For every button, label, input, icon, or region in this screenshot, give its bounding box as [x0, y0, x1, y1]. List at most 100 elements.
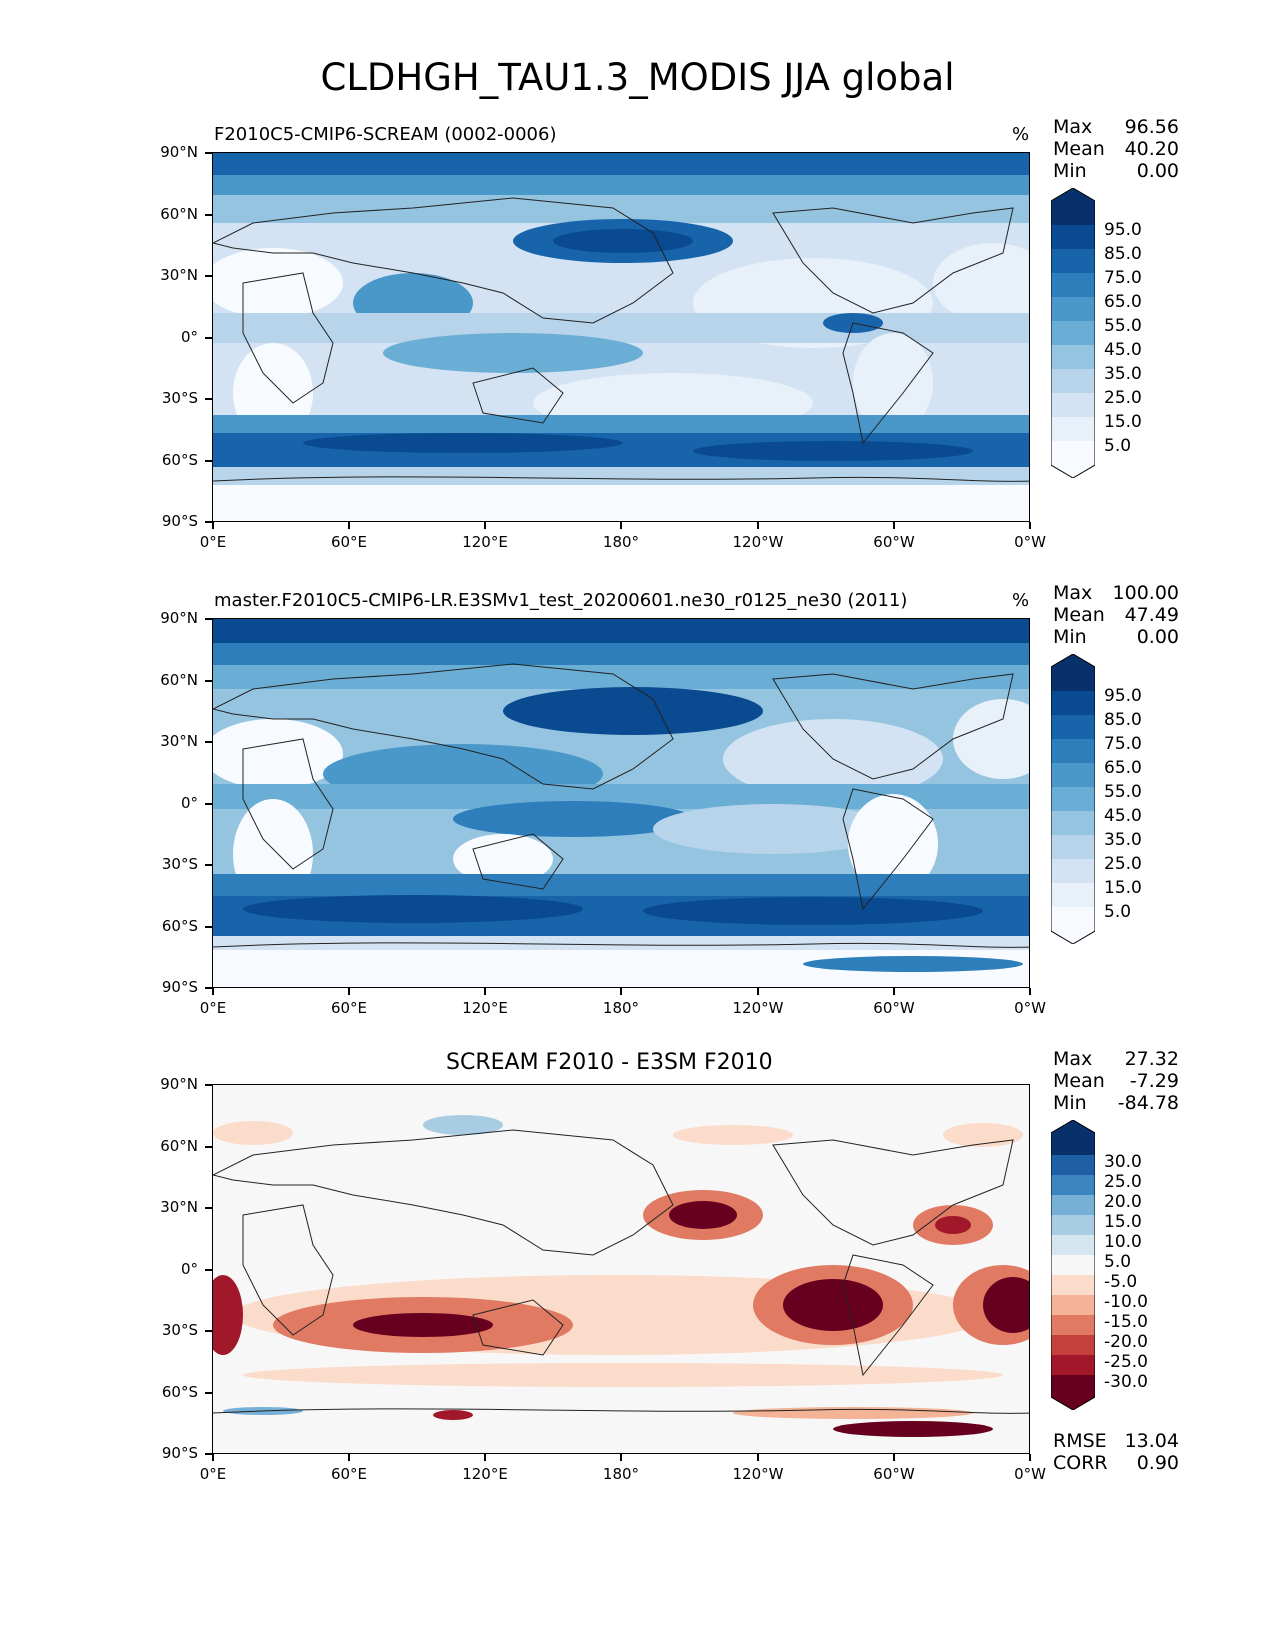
xtick-label: 0°E: [199, 1465, 227, 1483]
ytick-label: 30°S: [161, 855, 198, 873]
ytick-label: 30°S: [161, 389, 198, 407]
map-reference: [212, 618, 1030, 988]
cbar-label: 85.0: [1104, 710, 1142, 730]
cbar-label: 65.0: [1104, 292, 1142, 312]
ytick-mark: [205, 803, 212, 805]
xtick-label: 0°W: [1014, 1465, 1046, 1483]
cbar-label: -15.0: [1104, 1312, 1148, 1332]
ytick-label: 0°: [180, 328, 198, 346]
ytick-mark: [205, 521, 212, 523]
cbar-label: 15.0: [1104, 412, 1142, 432]
xtick-mark: [484, 522, 486, 529]
xtick-label: 120°W: [732, 999, 784, 1017]
stat-max-label: Max: [1053, 116, 1093, 138]
cbar-label: 30.0: [1104, 1152, 1142, 1172]
xtick-label: 0°E: [199, 999, 227, 1017]
stat-min-value: 0.00: [1136, 626, 1179, 648]
cbar-label: -30.0: [1104, 1372, 1148, 1392]
ytick-mark: [205, 987, 212, 989]
panel-difference-title: SCREAM F2010 - E3SM F2010: [446, 1050, 773, 1075]
ytick-mark: [205, 1453, 212, 1455]
xtick-mark: [484, 988, 486, 995]
ytick-mark: [205, 1207, 212, 1209]
xtick-label: 0°E: [199, 533, 227, 551]
corr-label: CORR: [1053, 1452, 1108, 1474]
stat-max-label: Max: [1053, 1048, 1093, 1070]
stat-max-value: 27.32: [1124, 1048, 1179, 1070]
cbar-label: 85.0: [1104, 244, 1142, 264]
stat-mean-value: 47.49: [1124, 604, 1179, 626]
cbar-label: 5.0: [1104, 1252, 1132, 1272]
rmse-label: RMSE: [1053, 1430, 1107, 1452]
ytick-label: 0°: [180, 794, 198, 812]
ytick-label: 90°S: [161, 1444, 198, 1462]
cbar-label: 35.0: [1104, 830, 1142, 850]
xtick-label: 60°W: [873, 533, 915, 551]
xtick-label: 60°E: [330, 533, 368, 551]
xtick-label: 180°: [602, 533, 640, 551]
stat-mean-label: Mean: [1053, 1070, 1105, 1092]
xtick-mark: [757, 522, 759, 529]
cbar-label: 65.0: [1104, 758, 1142, 778]
cbar-label: 15.0: [1104, 878, 1142, 898]
xtick-mark: [757, 988, 759, 995]
ytick-label: 90°S: [161, 978, 198, 996]
stat-min-value: 0.00: [1136, 160, 1179, 182]
xtick-mark: [1029, 522, 1031, 529]
map-reference-field: [213, 619, 1029, 987]
cbar-label: 15.0: [1104, 1212, 1142, 1232]
cbar-label: 95.0: [1104, 686, 1142, 706]
ytick-mark: [205, 680, 212, 682]
xtick-label: 60°E: [330, 1465, 368, 1483]
xtick-mark: [212, 988, 214, 995]
panel-test-title: F2010C5-CMIP6-SCREAM (0002-0006): [214, 124, 557, 145]
xtick-mark: [893, 522, 895, 529]
ytick-label: 60°S: [161, 451, 198, 469]
xtick-label: 120°W: [732, 1465, 784, 1483]
xtick-label: 120°E: [462, 1465, 508, 1483]
ytick-label: 60°S: [161, 1383, 198, 1401]
xtick-mark: [212, 1454, 214, 1461]
rmse-value: 13.04: [1124, 1430, 1179, 1452]
panel-reference-title: master.F2010C5-CMIP6-LR.E3SMv1_test_2020…: [214, 590, 908, 611]
ytick-mark: [205, 618, 212, 620]
ytick-label: 60°N: [160, 205, 198, 223]
ytick-label: 90°S: [161, 512, 198, 530]
xtick-mark: [620, 988, 622, 995]
cbar-label: -20.0: [1104, 1332, 1148, 1352]
xtick-mark: [1029, 1454, 1031, 1461]
xtick-mark: [212, 522, 214, 529]
xtick-mark: [757, 1454, 759, 1461]
cbar-label: 10.0: [1104, 1232, 1142, 1252]
xtick-mark: [620, 522, 622, 529]
ytick-mark: [205, 926, 212, 928]
stat-max-value: 100.00: [1112, 582, 1179, 604]
stat-mean-value: 40.20: [1124, 138, 1179, 160]
ytick-label: 90°N: [160, 143, 198, 161]
xtick-label: 120°W: [732, 533, 784, 551]
stat-mean-label: Mean: [1053, 138, 1105, 160]
colorbar-test: [1051, 188, 1095, 478]
cbar-label: 35.0: [1104, 364, 1142, 384]
stat-min-value: -84.78: [1117, 1092, 1179, 1114]
xtick-mark: [620, 1454, 622, 1461]
ytick-mark: [205, 460, 212, 462]
xtick-label: 180°: [602, 999, 640, 1017]
cbar-label: 45.0: [1104, 806, 1142, 826]
xtick-label: 120°E: [462, 533, 508, 551]
ytick-label: 90°N: [160, 1075, 198, 1093]
ytick-mark: [205, 1330, 212, 1332]
stat-max-label: Max: [1053, 582, 1093, 604]
stat-mean-label: Mean: [1053, 604, 1105, 626]
stat-mean-value: -7.29: [1129, 1070, 1179, 1092]
cbar-label: 95.0: [1104, 220, 1142, 240]
cbar-label: 55.0: [1104, 316, 1142, 336]
ytick-mark: [205, 337, 212, 339]
xtick-label: 180°: [602, 1465, 640, 1483]
map-test-field: [213, 153, 1029, 521]
cbar-label: -25.0: [1104, 1352, 1148, 1372]
cbar-label: -10.0: [1104, 1292, 1148, 1312]
ytick-label: 30°N: [160, 732, 198, 750]
ytick-mark: [205, 1084, 212, 1086]
cbar-label: 5.0: [1104, 436, 1132, 456]
